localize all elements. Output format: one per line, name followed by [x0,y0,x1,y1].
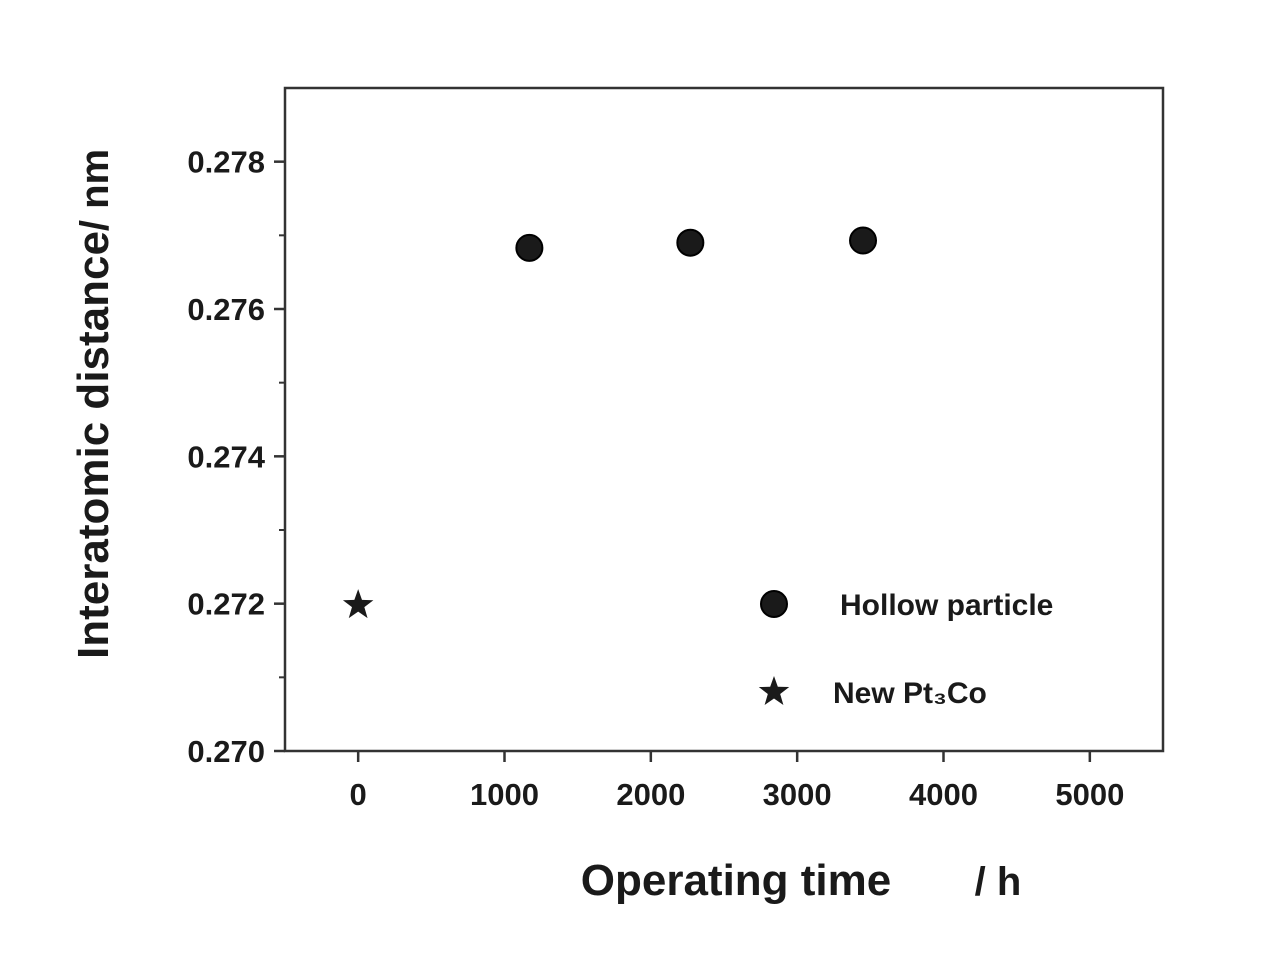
y-tick-label: 0.278 [187,145,265,180]
x-tick-label: 2000 [616,777,685,812]
legend-label: New Pt₃Co [833,677,987,710]
hollow-particle-point [849,226,878,255]
x-tick-label: 3000 [763,777,832,812]
legend-marker [760,590,788,618]
x-tick-label: 4000 [909,777,978,812]
y-tick-label: 0.274 [187,439,265,474]
hollow-particle-point [515,233,544,262]
y-axis-unit: / nm [73,149,117,231]
x-axis-title: Operating time [581,856,892,905]
legend-label: Hollow particle [840,589,1053,622]
legend-marker [758,676,790,705]
y-tick-label: 0.270 [187,734,265,769]
x-tick-label: 0 [350,777,367,812]
y-tick-label: 0.272 [187,587,265,622]
hollow-particle-point [676,228,705,257]
plot-frame [283,86,1165,753]
new-pt3co-point [342,589,374,619]
y-axis-title: Interatomic distance [69,231,118,659]
x-tick-label: 1000 [470,777,539,812]
y-tick-label: 0.276 [187,292,265,327]
x-axis-unit: / h [975,860,1022,904]
x-tick-label: 5000 [1055,777,1124,812]
